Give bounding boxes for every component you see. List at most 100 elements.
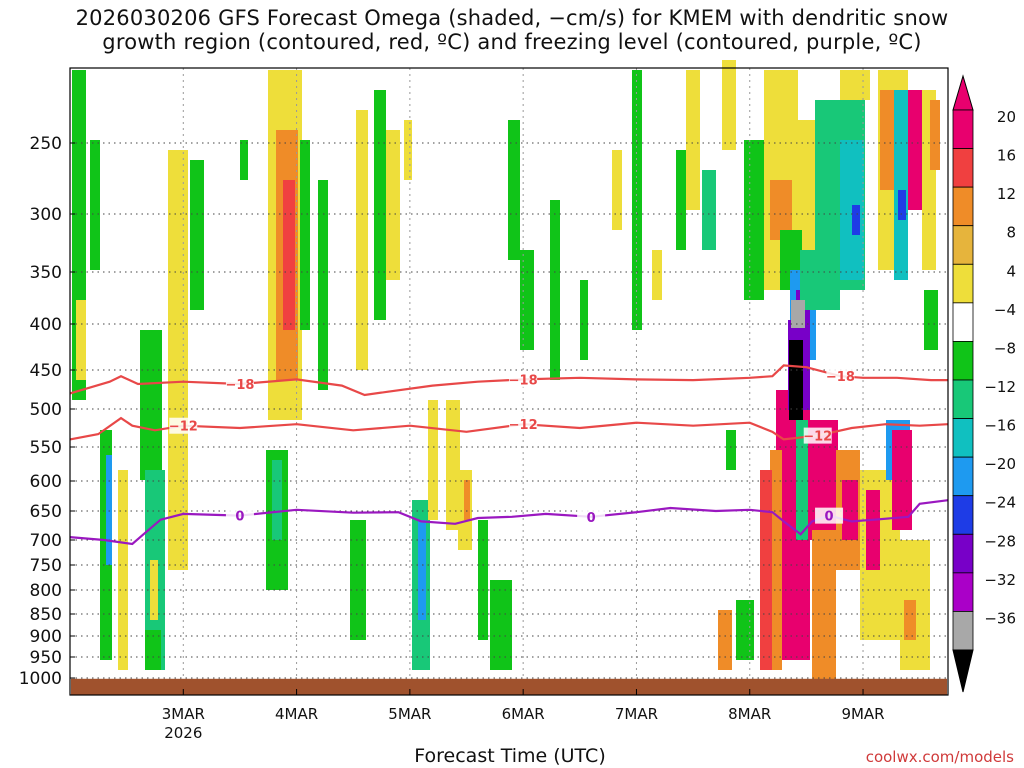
y-tick-label-800: 800 bbox=[30, 581, 62, 601]
shade-cell-8 bbox=[145, 630, 161, 670]
y-tick-label-500: 500 bbox=[30, 400, 62, 420]
plot-frame bbox=[69, 67, 949, 696]
y-tick-label-350: 350 bbox=[30, 263, 62, 283]
shade-cell-16 bbox=[300, 140, 310, 330]
contour-label-0-0: −18 bbox=[225, 378, 254, 393]
colorbar-swatch-6 bbox=[952, 341, 974, 381]
shade-cell-42 bbox=[702, 170, 716, 250]
shade-cell-71 bbox=[842, 480, 858, 540]
shade-cell-45 bbox=[718, 610, 732, 670]
shade-cell-80 bbox=[789, 340, 803, 420]
x-tick-label-3: 6MAR bbox=[502, 705, 545, 723]
shade-cell-5 bbox=[118, 470, 128, 670]
shade-cell-1 bbox=[76, 300, 86, 380]
colorbar-label-6: −8 bbox=[994, 339, 1016, 357]
shade-cell-61 bbox=[898, 190, 906, 220]
y-tick-label-750: 750 bbox=[30, 556, 62, 576]
colorbar-label-13: −36 bbox=[984, 609, 1016, 627]
y-tick-label-550: 550 bbox=[30, 438, 62, 458]
shade-cell-21 bbox=[374, 90, 386, 320]
shade-cell-69 bbox=[812, 530, 836, 680]
ground-terrain bbox=[71, 678, 947, 695]
colorbar: 20 16 12 8 4 −4 −8 −12 −16 −20 −24 −28 −32 −36 bbox=[952, 74, 1016, 693]
shade-cell-2 bbox=[90, 140, 100, 270]
colorbar-swatch-8 bbox=[952, 418, 974, 458]
colorbar-label-3: 8 bbox=[1006, 224, 1016, 242]
y-tick-label-600: 600 bbox=[30, 472, 62, 492]
y-tick-label-1000: 1000 bbox=[19, 669, 62, 689]
shade-cell-34 bbox=[520, 250, 534, 350]
shade-cell-67 bbox=[770, 450, 782, 670]
shade-cell-73 bbox=[866, 490, 880, 570]
colorbar-bottom-arrow bbox=[952, 649, 974, 693]
shade-cell-23 bbox=[350, 520, 366, 640]
shade-cell-38 bbox=[632, 70, 642, 330]
shade-cell-15 bbox=[283, 180, 295, 330]
y-tick-label-700: 700 bbox=[30, 531, 62, 551]
shade-cell-56 bbox=[852, 205, 860, 235]
shade-cell-59 bbox=[880, 90, 894, 190]
y-tick-label-300: 300 bbox=[30, 205, 62, 225]
contour-label-0-2: −18 bbox=[826, 370, 855, 385]
title-line-2: growth region (contoured, red, ºC) and f… bbox=[102, 30, 922, 54]
colorbar-label-1: 16 bbox=[997, 147, 1016, 165]
shade-cell-6 bbox=[140, 330, 162, 480]
shade-cell-75 bbox=[892, 430, 912, 530]
x-tick-label-1: 4MAR bbox=[275, 705, 318, 723]
y-axis: 2503003504004505005506006507007508008509… bbox=[19, 134, 75, 689]
colorbar-label-8: −16 bbox=[984, 417, 1016, 435]
contour-label-0-1: −18 bbox=[509, 373, 538, 388]
colorbar-top-arrow bbox=[952, 74, 974, 111]
contour-label-bg-0-0 bbox=[225, 376, 254, 393]
x-tick-label-5: 8MAR bbox=[728, 705, 771, 723]
shade-cell-31 bbox=[478, 520, 488, 640]
shade-cell-4 bbox=[106, 455, 112, 565]
colorbar-label-7: −12 bbox=[984, 378, 1016, 396]
x-tick-label-0: 3MAR bbox=[162, 705, 205, 723]
contour-label-bg-2-0 bbox=[225, 507, 254, 524]
shade-cell-25 bbox=[418, 520, 426, 620]
shade-cell-44 bbox=[726, 430, 736, 470]
shade-cell-11 bbox=[190, 160, 204, 310]
y-tick-label-650: 650 bbox=[30, 502, 62, 522]
colorbar-label-9: −20 bbox=[984, 455, 1016, 473]
contour-layer: −18 −18 −18 −12 −12 −12 0 0 0 bbox=[69, 364, 949, 546]
title-line-1: 2026030206 GFS Forecast Omega (shaded, −… bbox=[75, 6, 949, 30]
colorbar-swatch-9 bbox=[952, 456, 974, 497]
contour-label-bg-1-0 bbox=[169, 417, 198, 434]
colorbar-label-0: 20 bbox=[997, 108, 1016, 126]
credit-link[interactable]: coolwx.com/models bbox=[865, 748, 1014, 766]
colorbar-swatch-12 bbox=[952, 572, 974, 612]
shade-cell-46 bbox=[744, 140, 764, 300]
shade-cell-20 bbox=[356, 110, 368, 370]
contour-label-1-0: −12 bbox=[169, 420, 198, 435]
ground-layer bbox=[71, 678, 947, 695]
colorbar-label-4: 4 bbox=[1006, 262, 1016, 280]
shade-cell-19 bbox=[318, 180, 328, 390]
contour-label-2-0: 0 bbox=[235, 510, 244, 525]
contour-label-bg-0-2 bbox=[826, 368, 855, 385]
colorbar-swatch-2 bbox=[952, 186, 974, 227]
shade-cell-37 bbox=[612, 150, 622, 230]
shade-cell-26 bbox=[404, 120, 412, 180]
shade-cell-60 bbox=[894, 90, 908, 280]
y-tick-label-900: 900 bbox=[30, 627, 62, 647]
y-tick-label-950: 950 bbox=[30, 648, 62, 668]
shade-cell-62 bbox=[908, 90, 924, 210]
y-tick-label-850: 850 bbox=[30, 605, 62, 625]
x-tick-label-4: 7MAR bbox=[615, 705, 658, 723]
colorbar-label-5: −4 bbox=[994, 301, 1016, 319]
colorbar-swatch-3 bbox=[952, 225, 974, 265]
contour-label-bg-2-1 bbox=[577, 508, 606, 525]
colorbar-swatch-4 bbox=[952, 263, 974, 304]
shade-cell-65 bbox=[924, 290, 938, 350]
shade-cell-83 bbox=[736, 600, 754, 660]
shade-cell-81 bbox=[796, 420, 808, 540]
colorbar-swatch-1 bbox=[952, 148, 974, 188]
colorbar-swatch-10 bbox=[952, 495, 974, 535]
colorbar-label-12: −32 bbox=[984, 571, 1016, 589]
shade-cell-43 bbox=[722, 60, 736, 150]
y-tick-label-250: 250 bbox=[30, 134, 62, 154]
shade-cell-35 bbox=[550, 200, 560, 380]
